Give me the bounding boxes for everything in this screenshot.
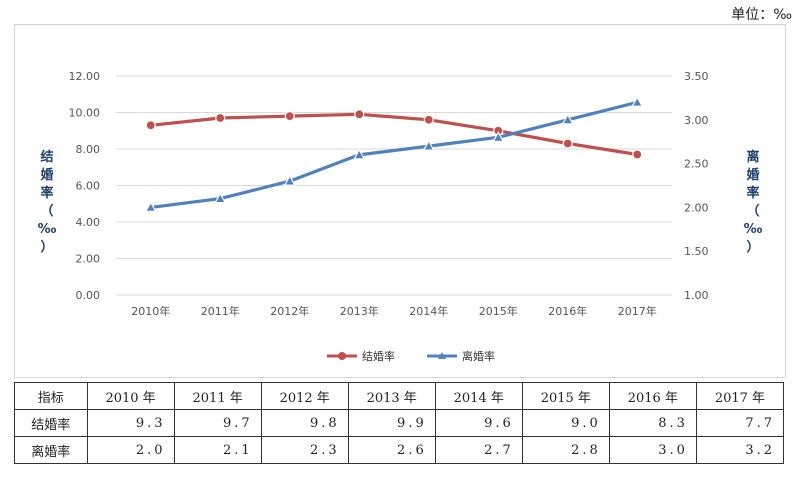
table-cell: 2.3	[260, 436, 349, 464]
x-tick-label: 2010年	[131, 304, 170, 318]
table-cell: 2.8	[521, 436, 610, 464]
table-cell: 3.0	[608, 436, 697, 464]
table-year-header: 2015 年	[521, 382, 610, 410]
divorce-point	[353, 148, 366, 160]
table-cell: 9.6	[434, 409, 523, 437]
x-tick-label: 2011年	[201, 304, 240, 318]
marriage-point	[562, 138, 573, 149]
table-cell: 9.8	[260, 409, 349, 437]
data-table: 指标 2010 年 2011 年 2012 年 2013 年 2014 年 2015 年 20…	[14, 382, 785, 464]
legend-label-divorce: 离婚率	[462, 349, 495, 363]
y-right-tick-label: 3.50	[684, 70, 709, 83]
y-left-tick-label: 4.00	[76, 216, 101, 229]
table-corner-header: 指标	[14, 382, 88, 410]
table-body: 结婚率 9.3 9.7 9.8 9.9 9.6 9.0 8.3 7.7 离婚率 2.0 2.1 2.3 2…	[14, 409, 785, 464]
legend-marker-divorce	[438, 352, 446, 359]
marriage-point	[145, 120, 156, 131]
table-year-header: 2013 年	[347, 382, 436, 410]
divorce-point	[283, 174, 296, 186]
table-year-header: 2016 年	[608, 382, 697, 410]
divorce-point	[561, 113, 574, 125]
marriage-point	[354, 109, 365, 120]
y-right-axis-label: 离婚率（‰）	[744, 149, 763, 255]
table-cell: 2.1	[173, 436, 262, 464]
table-cell: 8.3	[608, 409, 697, 437]
y-right-tick-label: 2.50	[684, 158, 709, 171]
y-right-tick-label: 1.50	[684, 245, 709, 258]
marriage-point	[284, 111, 295, 122]
series-line-marriage	[149, 112, 639, 157]
y-left-tick-label: 8.00	[76, 143, 101, 156]
marriage-point	[423, 114, 434, 125]
divorce-point	[492, 131, 505, 142]
legend-marker-marriage	[338, 352, 346, 360]
y-right-tick-label: 3.00	[684, 114, 709, 127]
table-row-label: 离婚率	[14, 436, 88, 464]
table-year-header: 2012 年	[260, 382, 349, 410]
table-year-header: 2010 年	[86, 382, 175, 410]
table-row-label: 结婚率	[14, 409, 88, 437]
table-cell: 9.7	[173, 409, 262, 437]
table-cell: 9.3	[86, 409, 175, 437]
y-left-tick-label: 2.00	[76, 253, 101, 266]
table-header-row: 指标 2010 年 2011 年 2012 年 2013 年 2014 年 2015 年 20…	[14, 382, 785, 410]
x-tick-label: 2012年	[270, 304, 309, 318]
unit-label: 单位：‰	[731, 7, 792, 23]
x-tick-label: 2014年	[409, 304, 448, 318]
x-tick-label: 2015年	[479, 304, 518, 318]
table-cell: 2.0	[86, 436, 175, 464]
table-cell: 7.7	[695, 409, 785, 437]
y-left-tick-label: 6.00	[76, 180, 101, 193]
table-cell: 2.7	[434, 436, 523, 464]
dual-axis-line-chart: 0.00 2.00 4.00 6.00 8.00 10.00 12.00 1.00 1.50 2.…	[38, 70, 763, 363]
table-row: 结婚率 9.3 9.7 9.8 9.9 9.6 9.0 8.3 7.7	[14, 409, 785, 437]
divorce-point	[422, 139, 435, 151]
y-left-tick-label: 10.00	[69, 107, 101, 120]
table-cell: 9.9	[347, 409, 436, 437]
x-tick-label: 2013年	[340, 304, 379, 318]
y-right-tick-label: 2.00	[684, 201, 709, 214]
y-left-tick-label: 12.00	[69, 70, 101, 83]
marriage-point	[215, 112, 226, 124]
y-left-axis-label: 结婚率（‰）	[38, 149, 57, 255]
y-right-tick-label: 1.00	[684, 289, 709, 302]
divorce-point	[631, 96, 644, 107]
chart-frame: 0.00 2.00 4.00 6.00 8.00 10.00 12.00 1.00 1.50 2.…	[14, 24, 786, 378]
marriage-point	[632, 149, 643, 160]
table-year-header: 2017 年	[695, 382, 785, 410]
table-year-header: 2014 年	[434, 382, 523, 410]
table-cell: 9.0	[521, 409, 610, 437]
table-year-header: 2011 年	[173, 382, 262, 410]
x-tick-label: 2017年	[618, 304, 657, 318]
series-line-divorce	[149, 100, 639, 209]
table-cell: 2.6	[347, 436, 436, 464]
divorce-point	[144, 201, 157, 212]
table-row: 离婚率 2.0 2.1 2.3 2.6 2.7 2.8 3.0 3.2	[14, 436, 785, 464]
table-cell: 3.2	[695, 436, 785, 464]
y-left-tick-label: 0.00	[76, 289, 101, 302]
x-tick-label: 2016年	[548, 304, 587, 318]
divorce-point	[214, 192, 227, 204]
legend-label-marriage: 结婚率	[362, 349, 395, 363]
